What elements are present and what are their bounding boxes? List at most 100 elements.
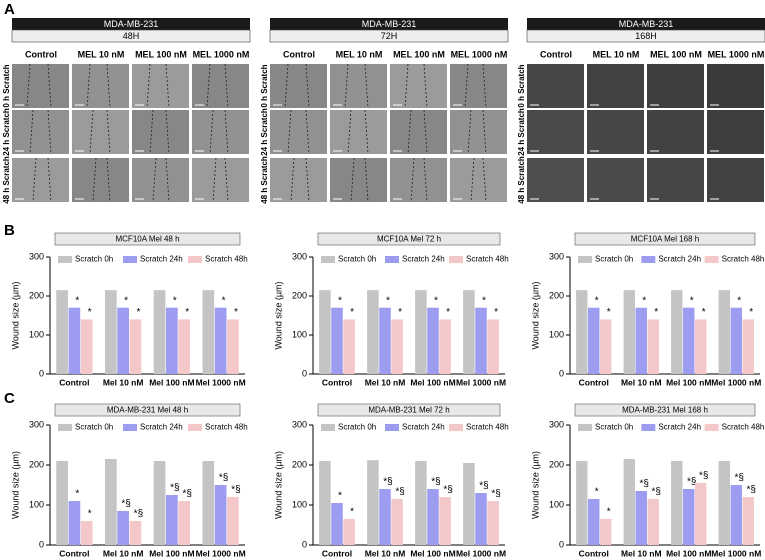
y-tick-label: 0 [559, 539, 564, 549]
micrograph [450, 158, 507, 202]
bar [319, 461, 331, 545]
significance-marker: *§ [121, 499, 130, 510]
bar [227, 319, 239, 374]
micrograph [192, 158, 249, 202]
bar [647, 499, 659, 545]
y-tick-label: 100 [292, 499, 307, 509]
legend-swatch [578, 424, 592, 431]
micrograph [647, 158, 704, 202]
significance-marker: * [702, 307, 706, 318]
bar [367, 460, 379, 545]
row-label: 48 h Scratch [2, 156, 11, 204]
y-tick-label: 0 [39, 368, 44, 378]
significance-marker: *§ [491, 489, 500, 500]
bar [56, 290, 68, 374]
scratch-edge [467, 109, 472, 155]
micrograph [270, 64, 327, 108]
time-label: 72H [381, 31, 398, 41]
significance-marker: * [338, 491, 342, 502]
bar [600, 319, 612, 374]
legend-swatch [449, 256, 463, 263]
legend-swatch [385, 424, 399, 431]
legend-swatch [58, 424, 72, 431]
legend-label: Scratch 48h [466, 423, 509, 432]
bar [576, 290, 588, 374]
bar [129, 319, 142, 374]
scratch-edge [106, 109, 111, 155]
micrograph [12, 110, 69, 154]
significance-marker: * [185, 307, 189, 318]
scratch-edge [364, 109, 369, 155]
significance-marker: * [434, 295, 438, 306]
scratch-edge [404, 63, 409, 109]
scratch-edge [209, 109, 214, 155]
chart-title-box [317, 403, 501, 417]
column-label: MEL 1000 nM [708, 49, 765, 59]
legend-swatch [385, 256, 399, 263]
scratch-edge [224, 157, 229, 203]
significance-marker: * [75, 295, 79, 306]
x-tick-label: Mel 1000 nM [196, 548, 246, 558]
significance-marker: * [482, 295, 486, 306]
scratch-edge [92, 157, 97, 203]
column-label: Control [283, 49, 315, 59]
scratch-edge [86, 63, 91, 109]
bar [178, 319, 191, 374]
y-tick-label: 200 [292, 459, 307, 469]
scratch-edge [347, 109, 352, 155]
x-tick-label: Control [322, 377, 352, 387]
bar [635, 491, 647, 545]
x-tick-label: Mel 100 nM [149, 377, 194, 387]
scratch-edge [32, 157, 37, 203]
legend-label: Scratch 0h [75, 423, 113, 432]
bar [80, 319, 93, 374]
scratch-edge [165, 109, 170, 155]
significance-marker: * [350, 507, 354, 518]
x-tick-label: Mel 1000 nM [196, 377, 246, 387]
scratch-edge [106, 63, 111, 109]
micrograph [707, 158, 764, 202]
y-tick-label: 0 [302, 539, 307, 549]
bar [166, 495, 178, 545]
chart-title-box [574, 403, 756, 417]
row-label: 48 h Scratch [517, 156, 526, 204]
scratch-edge [482, 109, 487, 155]
micrograph [450, 64, 507, 108]
legend-swatch [188, 256, 202, 263]
column-label: MEL 10 nM [593, 49, 640, 59]
scratch-edge [149, 109, 154, 155]
micrograph [270, 158, 327, 202]
y-tick-label: 200 [29, 459, 44, 469]
scratch-edge [284, 63, 289, 109]
bar [742, 319, 754, 374]
legend-swatch [449, 424, 463, 431]
group-header: MDA-MB-231 [619, 19, 674, 29]
bar [439, 497, 451, 545]
legend-label: Scratch 48h [205, 423, 248, 432]
significance-marker: *§ [170, 483, 179, 494]
scratch-edge [152, 157, 157, 203]
legend-label: Scratch 24h [140, 423, 183, 432]
time-box [11, 29, 251, 43]
micrograph [527, 158, 584, 202]
micrograph [132, 64, 189, 108]
micrograph [390, 64, 447, 108]
legend-label: Scratch 24h [140, 255, 183, 264]
scratch-edge [287, 109, 292, 155]
bar [427, 307, 439, 374]
legend-swatch [188, 424, 202, 431]
micrograph [587, 158, 644, 202]
bar [80, 521, 93, 545]
bar [319, 290, 331, 374]
bar [117, 307, 129, 374]
bar [367, 290, 379, 374]
scratch-edge [206, 63, 211, 109]
legend-swatch [123, 256, 137, 263]
column-label: MEL 100 nM [135, 49, 187, 59]
micrograph [330, 64, 387, 108]
group-header-bg [12, 18, 250, 30]
bar [343, 519, 355, 545]
scratch-edge [212, 157, 217, 203]
micrograph [647, 110, 704, 154]
micrograph [132, 158, 189, 202]
